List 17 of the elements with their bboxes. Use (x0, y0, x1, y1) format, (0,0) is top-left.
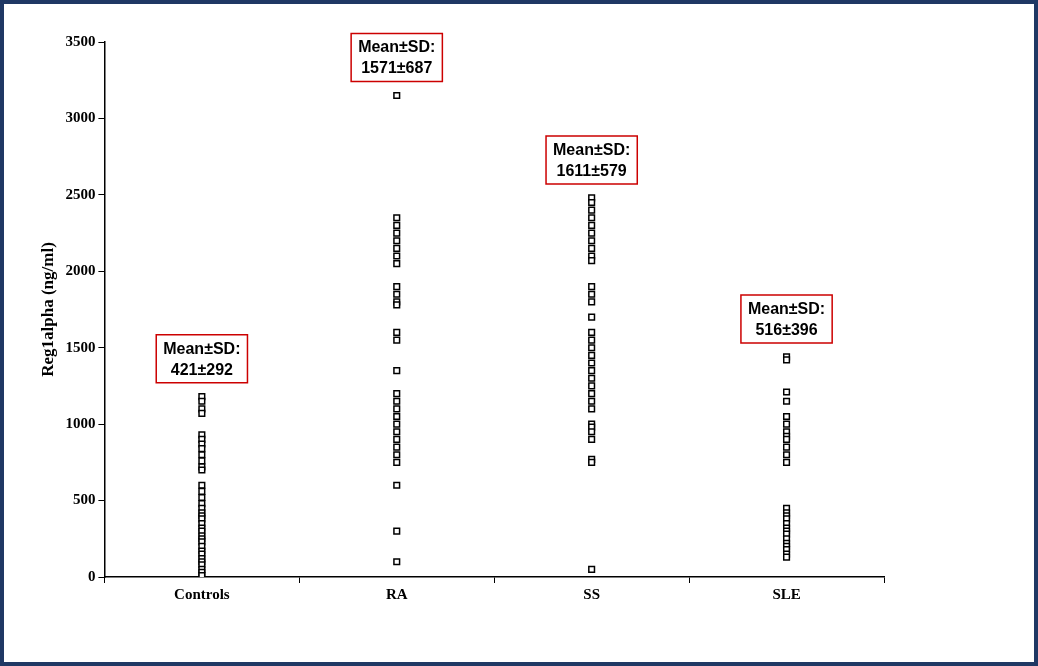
y-tick-label: 2500 (65, 185, 96, 202)
y-tick-label: 1000 (65, 415, 96, 432)
x-tick-label: RA (385, 585, 408, 602)
y-tick-label: 3500 (65, 32, 96, 49)
annotation: Mean±SD: 421±292 (163, 339, 241, 378)
annotation: Mean±SD: 516±396 (747, 299, 826, 338)
y-tick-label: 3000 (65, 109, 96, 126)
x-tick-label: Controls (174, 585, 230, 602)
x-tick-label: SLE (772, 585, 801, 602)
y-tick-label: 2000 (65, 262, 96, 279)
annotation: Mean±SD: 1571±687 (358, 38, 436, 77)
annotation: Mean±SD: 1611±579 (553, 140, 631, 179)
y-tick-label: 500 (72, 491, 96, 508)
y-tick-label: 1500 (65, 338, 96, 355)
y-tick-label: 0 (87, 567, 96, 584)
y-axis-title: Reg1alpha (ng/ml) (37, 242, 57, 377)
x-tick-label: SS (583, 585, 600, 602)
